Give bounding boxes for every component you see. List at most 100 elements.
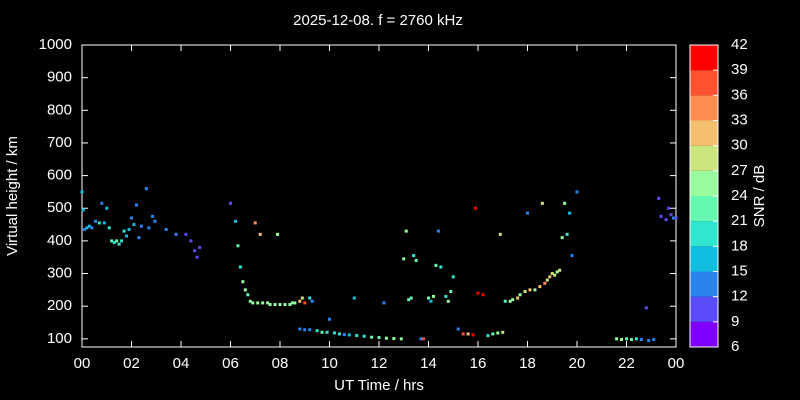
point: [193, 249, 197, 253]
colorbar-tick-label: 33: [731, 111, 748, 128]
plot-frame: [81, 44, 677, 348]
y-tick-label: 1000: [39, 36, 72, 53]
colorbar-tick-label: 9: [731, 313, 739, 330]
point: [293, 301, 297, 305]
point: [419, 337, 423, 341]
point: [137, 236, 141, 240]
point: [516, 296, 520, 300]
point: [97, 221, 101, 225]
point: [273, 303, 277, 307]
point: [90, 226, 94, 230]
point: [132, 223, 136, 227]
point: [528, 288, 532, 292]
point: [414, 258, 418, 262]
y-tick-label: 200: [47, 297, 72, 314]
point: [288, 303, 292, 307]
x-tick-label: 08: [272, 355, 289, 372]
point: [563, 201, 567, 205]
point: [332, 331, 336, 335]
point: [402, 257, 406, 261]
colorbar-segment: [690, 70, 718, 96]
point: [174, 232, 178, 236]
point: [491, 332, 495, 336]
point: [422, 337, 426, 341]
x-tick-label: 16: [470, 355, 487, 372]
point: [407, 298, 411, 302]
point: [107, 226, 111, 230]
point: [251, 301, 255, 305]
chart-title: 2025-12-08. f = 2760 kHz: [293, 12, 463, 29]
point: [533, 288, 537, 292]
point: [575, 190, 579, 194]
y-tick-label: 300: [47, 265, 72, 282]
point: [644, 306, 648, 310]
point: [456, 327, 460, 331]
colorbar-tick-label: 6: [731, 338, 739, 355]
x-tick-label: 04: [173, 355, 190, 372]
colorbar-tick-label: 21: [731, 212, 748, 229]
colorbar-segment: [690, 45, 718, 71]
point: [120, 239, 124, 243]
colorbar-label: SNR / dB: [751, 165, 768, 228]
point: [102, 221, 106, 225]
point: [412, 254, 416, 258]
point: [674, 216, 678, 220]
point: [236, 244, 240, 248]
point: [545, 278, 549, 282]
point: [444, 294, 448, 298]
point: [409, 296, 413, 300]
point: [248, 299, 252, 303]
point: [347, 333, 351, 337]
colorbar-segment: [690, 321, 718, 347]
point: [328, 317, 331, 321]
point: [253, 221, 257, 225]
point: [100, 201, 104, 205]
point: [629, 337, 633, 341]
point: [258, 232, 262, 236]
colorbar-segment: [690, 196, 718, 222]
point: [664, 218, 668, 222]
point: [427, 296, 430, 300]
point: [246, 293, 250, 297]
point: [647, 338, 651, 342]
y-tick-label: 100: [47, 330, 72, 347]
point: [310, 299, 314, 303]
point: [82, 227, 86, 231]
x-tick-label: 00: [668, 355, 685, 372]
colorbar-segment: [690, 95, 718, 121]
point: [639, 337, 643, 341]
point: [550, 272, 554, 276]
point: [496, 331, 500, 335]
point: [474, 206, 478, 210]
point: [94, 219, 98, 223]
point: [189, 239, 193, 243]
point: [508, 299, 512, 303]
point: [526, 211, 529, 215]
point: [471, 333, 475, 337]
x-tick-label: 02: [123, 355, 140, 372]
y-tick-label: 800: [47, 101, 72, 118]
colorbar-segment: [690, 296, 718, 322]
point: [461, 332, 465, 336]
colorbar-tick-label: 39: [731, 61, 748, 78]
point: [555, 270, 559, 274]
y-tick-label: 900: [47, 69, 72, 86]
point: [560, 236, 564, 240]
point: [451, 275, 455, 279]
point: [139, 224, 143, 228]
point: [303, 328, 307, 332]
point: [238, 265, 242, 269]
y-tick-label: 600: [47, 167, 72, 184]
point: [370, 335, 374, 339]
point: [130, 216, 133, 220]
colorbar-tick-label: 18: [731, 237, 748, 254]
point: [256, 301, 260, 305]
point: [501, 330, 505, 334]
point: [153, 219, 157, 223]
x-tick-label: 18: [519, 355, 536, 372]
y-tick-label: 400: [47, 232, 72, 249]
point: [233, 219, 237, 223]
point: [303, 301, 307, 305]
point: [446, 299, 450, 303]
